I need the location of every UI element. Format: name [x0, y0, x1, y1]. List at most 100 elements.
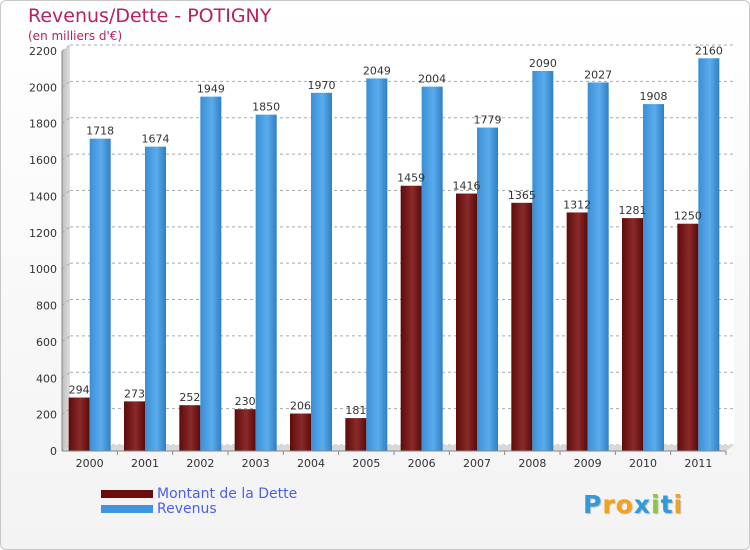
bar-revenus	[532, 71, 554, 451]
bar-revenus	[587, 82, 609, 452]
bar-dette	[677, 223, 699, 451]
bar-dette	[400, 185, 422, 451]
legend-label-dette: Montant de la Dette	[157, 486, 298, 502]
grid-line-side	[61, 80, 71, 88]
legend-swatch-revenus	[101, 505, 153, 513]
logo-letter: P	[583, 490, 603, 519]
data-label-revenus: 2090	[529, 57, 557, 70]
x-tick-label: 2007	[463, 457, 491, 470]
data-label-dette: 1312	[563, 198, 591, 211]
bar-revenus	[145, 146, 166, 452]
y-tick-label: 2200	[29, 45, 57, 58]
grid-line-side	[61, 190, 71, 197]
x-tick-label: 2004	[297, 457, 325, 470]
legend-label-revenus: Revenus	[157, 501, 217, 517]
x-tick-label: 2005	[352, 457, 380, 470]
x-tick-label: 2002	[186, 457, 214, 470]
data-label-revenus: 2160	[695, 44, 723, 57]
bar-dette	[345, 418, 367, 451]
y-tick-label: 800	[36, 300, 57, 313]
x-tick-label: 2001	[131, 457, 159, 470]
bar-revenus	[200, 96, 222, 452]
data-label-dette: 1416	[453, 180, 481, 193]
data-label-dette: 181	[345, 404, 366, 417]
grid-line-side	[61, 335, 71, 343]
plot-side-wall	[62, 45, 70, 451]
y-tick-label: 400	[36, 372, 57, 385]
bar-revenus	[366, 78, 388, 452]
data-label-revenus: 1674	[142, 133, 170, 146]
proxiti-logo: Proxiti	[583, 490, 683, 519]
y-tick-label: 1600	[29, 154, 57, 167]
logo-letter: x	[633, 490, 651, 519]
logo-letter: o	[615, 490, 634, 519]
bar-dette	[456, 193, 477, 451]
data-label-revenus: 1779	[474, 114, 502, 127]
y-tick-label: 1200	[29, 227, 57, 240]
x-tick-label: 2011	[684, 457, 712, 470]
bar-dette	[179, 405, 201, 451]
data-label-dette: 1281	[619, 204, 647, 217]
chart-subtitle: (en milliers d'€)	[28, 29, 123, 43]
data-label-revenus: 1908	[640, 90, 668, 103]
bar-revenus	[89, 138, 111, 452]
x-tick-label: 2009	[574, 457, 602, 470]
bar-revenus	[643, 104, 664, 451]
bar-dette	[234, 409, 256, 451]
bar-dette	[124, 401, 145, 451]
x-tick-label: 2010	[629, 457, 657, 470]
y-tick-label: 0	[50, 445, 57, 458]
bar-revenus	[421, 86, 443, 452]
data-label-revenus: 1970	[308, 79, 336, 92]
logo-letter: i	[673, 490, 684, 519]
data-label-revenus: 2049	[363, 64, 391, 77]
bar-dette	[566, 212, 588, 451]
y-tick-label: 1400	[29, 190, 57, 203]
bar-dette	[622, 218, 643, 451]
x-tick-label: 2000	[76, 457, 104, 470]
x-tick-label: 2008	[518, 457, 546, 470]
y-tick-label: 2000	[29, 81, 57, 94]
data-label-dette: 1365	[508, 189, 536, 202]
bar-dette	[511, 202, 533, 451]
bar-dette	[68, 397, 90, 451]
logo-letter: t	[660, 490, 674, 519]
bar-revenus	[311, 92, 332, 452]
bar-revenus	[255, 114, 277, 452]
grid-line-side	[61, 153, 71, 161]
data-label-revenus: 1949	[197, 83, 225, 96]
grid-line-side	[61, 299, 71, 306]
bar-dette	[290, 413, 311, 451]
grid-line-side	[61, 44, 71, 52]
data-label-revenus: 2027	[584, 68, 612, 81]
data-label-revenus: 1718	[86, 125, 114, 138]
y-tick-label: 200	[36, 409, 57, 422]
grid-line-side	[61, 371, 71, 379]
data-label-revenus: 1850	[252, 101, 280, 114]
grid-line-side	[61, 117, 71, 125]
data-label-dette: 230	[235, 395, 256, 408]
legend-swatch-dette	[101, 490, 153, 498]
grid-line-side	[61, 226, 71, 234]
data-label-dette: 206	[290, 400, 311, 413]
plot-floor	[62, 445, 734, 451]
bar-revenus	[477, 127, 498, 451]
bar-revenus	[698, 58, 720, 451]
logo-letter: i	[651, 490, 661, 519]
data-label-dette: 294	[69, 384, 90, 397]
data-label-revenus: 2004	[418, 73, 446, 86]
data-label-dette: 252	[179, 391, 200, 404]
data-label-dette: 1459	[397, 172, 425, 185]
y-tick-label: 1000	[29, 263, 57, 276]
grid-line-side	[61, 262, 71, 270]
chart-title: Revenus/Dette - POTIGNY	[28, 5, 272, 27]
data-label-dette: 1250	[674, 210, 702, 223]
y-tick-label: 1800	[29, 118, 57, 131]
x-tick-label: 2003	[242, 457, 270, 470]
logo-letter: r	[602, 490, 616, 519]
data-label-dette: 273	[124, 387, 145, 400]
y-tick-label: 600	[36, 336, 57, 349]
x-tick-label: 2006	[408, 457, 436, 470]
